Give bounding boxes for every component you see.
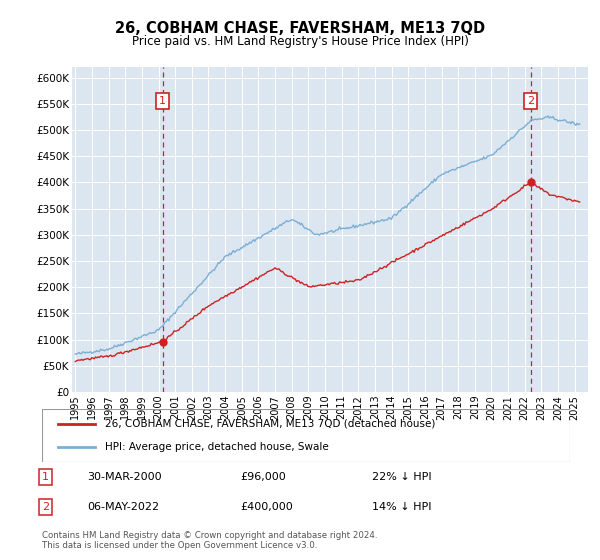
Text: £96,000: £96,000 <box>240 472 286 482</box>
Text: £400,000: £400,000 <box>240 502 293 512</box>
Text: 26, COBHAM CHASE, FAVERSHAM, ME13 7QD: 26, COBHAM CHASE, FAVERSHAM, ME13 7QD <box>115 21 485 36</box>
Text: 22% ↓ HPI: 22% ↓ HPI <box>372 472 431 482</box>
Text: 26, COBHAM CHASE, FAVERSHAM, ME13 7QD (detached house): 26, COBHAM CHASE, FAVERSHAM, ME13 7QD (d… <box>106 419 436 429</box>
Text: 2: 2 <box>42 502 49 512</box>
Text: 1: 1 <box>42 472 49 482</box>
Text: 06-MAY-2022: 06-MAY-2022 <box>87 502 159 512</box>
Text: HPI: Average price, detached house, Swale: HPI: Average price, detached house, Swal… <box>106 442 329 452</box>
Text: 30-MAR-2000: 30-MAR-2000 <box>87 472 161 482</box>
Text: 2: 2 <box>527 96 534 106</box>
Text: 1: 1 <box>159 96 166 106</box>
Text: Contains HM Land Registry data © Crown copyright and database right 2024.
This d: Contains HM Land Registry data © Crown c… <box>42 531 377 550</box>
Text: Price paid vs. HM Land Registry's House Price Index (HPI): Price paid vs. HM Land Registry's House … <box>131 35 469 48</box>
Text: 14% ↓ HPI: 14% ↓ HPI <box>372 502 431 512</box>
